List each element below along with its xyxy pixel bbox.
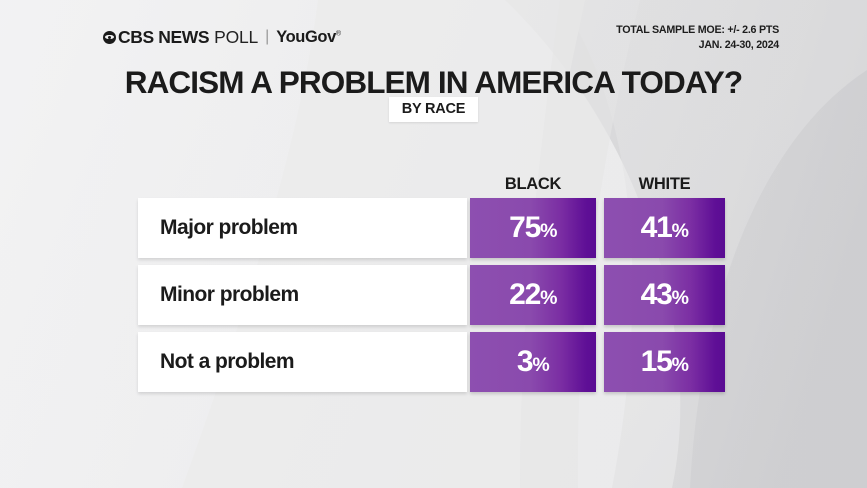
value-cell-black: 22% [470,265,596,325]
value-white: 43% [641,280,689,310]
value-white-number: 43 [640,278,673,311]
value-cell-white: 43% [604,265,725,325]
row-label-cell: Not a problem [138,332,467,392]
brand-divider: | [265,28,270,45]
brand-yougov: YouGov® [276,27,341,46]
value-white-number: 41 [640,211,673,244]
moe-line-1: TOTAL SAMPLE MOE: +/- 2.6 PTS [616,24,779,36]
margin-of-error-note: TOTAL SAMPLE MOE: +/- 2.6 PTS JAN. 24-30… [616,23,779,53]
value-white-number: 15 [640,345,673,378]
value-white: 41% [641,213,689,243]
moe-line-2: JAN. 24-30, 2024 [698,39,780,51]
brand-poll: POLL [214,26,259,47]
subtitle-container: BY RACE [0,97,867,122]
value-cell-white: 41% [604,198,725,258]
value-black: 3% [516,345,550,378]
header-bar: CBS NEWS POLL | YouGov® TOTAL SAMPLE MOE… [0,22,867,56]
percent-sign: % [540,220,557,242]
percent-sign: % [671,287,689,309]
column-header-black: BLACK [504,175,562,193]
row-label: Minor problem [160,283,299,306]
percent-sign: % [671,220,689,242]
value-black: 75% [509,213,557,243]
percent-sign: % [540,287,557,309]
value-black-number: 3 [516,345,534,378]
row-label: Not a problem [160,350,295,373]
value-black: 22% [509,280,557,310]
cbs-eye-icon [103,30,116,44]
value-white: 15% [641,347,689,377]
row-label-cell: Major problem [138,198,467,258]
percent-sign: % [671,354,689,376]
row-label: Major problem [160,216,298,239]
row-label-cell: Minor problem [138,265,467,325]
subtitle-badge: BY RACE [388,97,479,122]
page-title: RACISM A PROBLEM IN AMERICA TODAY? [124,64,743,100]
brand-cbs-news: CBS NEWS [118,26,210,47]
value-cell-white: 15% [604,332,725,392]
value-cell-black: 75% [470,198,596,258]
value-black-number: 75 [509,211,541,244]
column-header-white: WHITE [638,175,691,193]
brand-yougov-text: YouGov [276,27,336,46]
value-cell-black: 3% [470,332,596,392]
percent-sign: % [532,354,550,376]
value-black-number: 22 [509,278,541,311]
brand-lockup: CBS NEWS POLL | YouGov® [103,22,341,52]
